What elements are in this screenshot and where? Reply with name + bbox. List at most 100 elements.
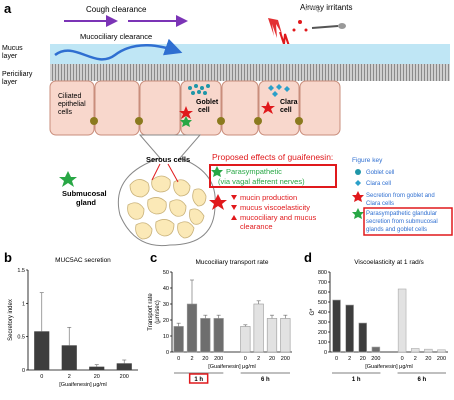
- key-clara: Clara cell: [366, 181, 391, 187]
- serous-cells: [127, 175, 207, 240]
- y-tick-label: 40: [163, 286, 169, 292]
- x-tick-label: 200: [371, 356, 380, 362]
- chart-muc5ac: MUC5AC secretion 0 0.5 1 1.5 Secretory index 0…: [8, 257, 138, 388]
- clara-cell: [258, 80, 300, 136]
- goblet-cell-label: Goblet cell: [196, 99, 219, 114]
- x-tick-label: 20: [425, 356, 431, 362]
- y-tick-label: 500: [318, 300, 327, 306]
- y-axis-label: Secretory index: [8, 299, 14, 341]
- panel-a: a Cough clearance Airway irritants Mucus…: [2, 1, 453, 247]
- chart-title: Viscoelasticity at 1 rad/s: [354, 259, 424, 266]
- secretion-star-icon: [179, 106, 193, 119]
- x-tick-label: 0: [177, 356, 180, 362]
- bar: [345, 304, 354, 353]
- bar: [61, 345, 77, 370]
- x-tick-label: 2: [348, 356, 351, 362]
- clara-cell-label: Clara cell: [280, 99, 298, 114]
- x-tick-label: 20: [202, 356, 208, 362]
- bar: [34, 331, 50, 370]
- bar: [253, 303, 264, 353]
- effect-viscoelasticity: mucus viscoelasticity: [240, 203, 310, 212]
- chart-title: MUC5AC secretion: [55, 257, 111, 264]
- y-tick-label: 20: [163, 318, 169, 324]
- group-highlight-box: [188, 373, 209, 384]
- chart-title: Mucociliary transport rate: [196, 259, 269, 266]
- panel-b-label: b: [4, 250, 12, 265]
- key-secretion-cont: Clara cells: [366, 201, 394, 207]
- y-axis-label: Transport rate: [148, 293, 154, 331]
- y-axis-label: G*: [310, 308, 316, 316]
- mucus-layer-label: Mucus layer: [2, 45, 23, 60]
- submucosal-gland-label: Submucosal gland: [62, 189, 107, 207]
- y-tick-label: 1.5: [17, 268, 25, 274]
- bar: [89, 366, 105, 370]
- bar: [266, 318, 278, 353]
- periciliary-layer-label: Periciliary layer: [2, 71, 33, 86]
- y-tick-label: 200: [318, 330, 327, 336]
- x-tick-label: 200: [214, 356, 223, 362]
- x-tick-label: 0: [401, 356, 404, 362]
- epithelial-cells: [49, 80, 341, 136]
- x-tick-label: 20: [269, 356, 275, 362]
- figure-key: Figure key Goblet cell Clara cell Secret…: [352, 157, 453, 236]
- airway-irritants-label: Airway irritants: [300, 3, 352, 12]
- key-secretion: Secretion from goblet and: [366, 193, 435, 199]
- y-tick-label: 0: [166, 350, 169, 356]
- effect-parasympathetic: Parasympathetic: [226, 167, 282, 176]
- ciliated-cells-label: Ciliated epithelial cells: [58, 93, 86, 116]
- x-tick-label: 200: [281, 356, 290, 362]
- panel-c-label: c: [150, 250, 157, 265]
- mucociliary-clearance-arrow: [54, 38, 183, 61]
- group-label: 6 h: [261, 377, 270, 383]
- bar: [173, 326, 184, 353]
- bar: [332, 299, 341, 353]
- bar: [200, 318, 211, 353]
- secretion-star-icon: [209, 194, 227, 210]
- y-tick-label: 10: [163, 334, 169, 340]
- group-label: 1 h: [194, 377, 203, 383]
- clara-granules: [268, 84, 290, 97]
- parasympathetic-star-icon: [211, 166, 223, 177]
- ciliated-cell: [49, 80, 95, 136]
- x-tick-label: 2: [257, 356, 260, 362]
- y-axis-label: (μm/sec): [155, 300, 161, 323]
- mucus-layer: [50, 44, 450, 64]
- x-tick-label: 200: [120, 374, 129, 380]
- x-axis-label: [Guaifenesin] μg/ml: [59, 382, 107, 388]
- secretion-key-icon: [352, 191, 364, 202]
- serous-pointer: [151, 163, 161, 181]
- x-axis-label: [Guaifenesin] μg/ml: [208, 364, 256, 370]
- cell-nuclei: [90, 117, 303, 125]
- y-tick-label: 0.5: [17, 335, 25, 341]
- x-tick-label: 2: [190, 356, 193, 362]
- bar: [397, 288, 407, 353]
- cough-clearance-label: Cough clearance: [86, 5, 147, 14]
- bar: [280, 318, 291, 353]
- y-tick-label: 600: [318, 290, 327, 296]
- group-label: 1 h: [352, 377, 361, 383]
- y-tick-label: 100: [318, 340, 327, 346]
- x-tick-label: 0: [335, 356, 338, 362]
- y-tick-label: 300: [318, 320, 327, 326]
- decrease-triangle-icon: [231, 205, 237, 210]
- y-tick-label: 700: [318, 280, 327, 286]
- serous-cells-label: Serous cells: [146, 155, 190, 164]
- goblet-key-icon: [355, 169, 361, 175]
- ciliated-cell: [94, 80, 140, 136]
- bar: [437, 349, 446, 353]
- y-tick-label: 800: [318, 270, 327, 276]
- y-tick-label: 30: [163, 302, 169, 308]
- effect-vagal: (via vagal afferent nerves): [218, 177, 305, 186]
- figure-key-title: Figure key: [352, 157, 383, 164]
- proposed-effects-title: Proposed effects of guaifenesin:: [212, 152, 333, 162]
- y-tick-label: 0: [22, 368, 25, 374]
- bar: [186, 303, 198, 353]
- bar: [424, 348, 433, 353]
- bar: [116, 363, 132, 370]
- goblet-cell: [180, 80, 222, 136]
- x-tick-label: 200: [437, 356, 446, 362]
- parasympathetic-star-icon: [180, 116, 192, 127]
- x-tick-label: 2: [68, 374, 71, 380]
- chart-viscoelasticity: Viscoelasticity at 1 rad/s01002003004005…: [310, 259, 448, 383]
